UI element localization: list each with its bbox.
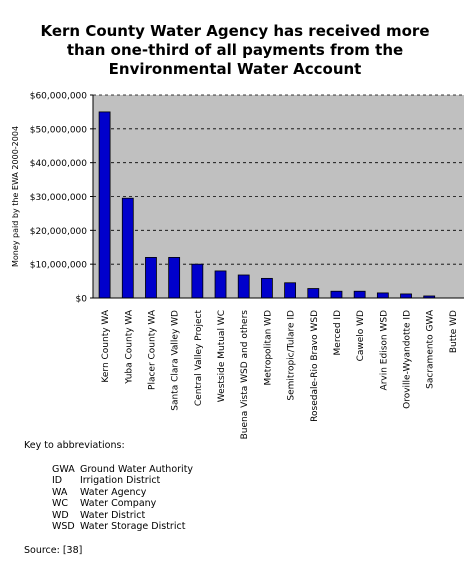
bar [214,270,227,299]
key-abbr: WA [52,486,68,498]
y-tick-labels: $0 $10,000,000 $20,000,000 $30,000,000 $40,0… [30,92,93,305]
x-tick-label: Placer County WA [147,309,157,390]
x-tick-label: Central Valley Project [194,310,204,407]
chart-title-line: Kern County Water Agency has received mo… [40,22,430,40]
x-tick-label: Yuba County WA [124,309,134,385]
key-row: WSD Water Storage District [24,521,185,533]
y-tick-label: $20,000,000 [30,227,88,237]
bar [330,290,343,299]
key-row: ID Irrigation District [24,475,160,487]
y-tick-label: $0 [76,295,88,305]
key-row: WD Water District [24,509,145,522]
key-abbr: WD [52,509,69,521]
key-abbr: WSD [52,521,75,532]
bar [261,277,273,299]
bar [400,293,412,299]
x-tick-label: Kern County WA [101,309,111,382]
x-tick-label: Buena Vista WSD and others [240,310,250,440]
bar [121,197,134,299]
bar [237,274,250,299]
y-axis-label: Money paid by the EWA 2000-2004 [11,126,20,267]
key-meaning: Ground Water Authority [80,463,194,475]
bar [376,292,389,299]
bar [284,282,296,299]
key-meaning: Water Company [80,498,157,509]
x-tick-label: Arvin Edison WSD [379,310,389,391]
y-tick-label: $10,000,000 [30,261,88,271]
bar-chart: $0 $10,000,000 $20,000,000 $30,000,000 $40,0… [11,92,464,439]
abbreviation-key: Key to abbreviations: GWA Ground Water Au… [24,440,193,533]
x-tick-label: Metropolitan WD [263,310,273,386]
bar [307,288,320,299]
y-tick-label: $30,000,000 [30,193,88,203]
key-meaning: Water Storage District [80,521,186,532]
chart-title-line: than one-third of all payments from the [66,41,404,59]
y-tick-label: $60,000,000 [30,92,88,102]
x-tick-label: Westside Mutual WC [217,310,227,402]
x-tick-label: Sacramento GWA [426,309,436,389]
key-abbr: WC [52,498,69,509]
x-tick-labels: Kern County WA Yuba County WA Placer Count… [101,309,459,439]
chart-title: Kern County Water Agency has received mo… [0,22,470,79]
key-heading: Key to abbreviations: [24,440,125,451]
key-abbr: ID [52,475,63,486]
x-tick-label: Oroville-Wyandotte ID [403,310,413,409]
key-meaning: Water District [80,509,146,521]
bar [168,256,181,299]
source-note: Source: [38] [24,545,83,556]
bars [98,111,436,299]
key-meaning: Irrigation District [80,475,161,486]
key-row: WA Water Agency [24,486,146,499]
bar [353,290,366,299]
key-abbr: GWA [52,463,75,475]
x-tick-label: Butte WD [449,310,459,353]
y-tick-label: $40,000,000 [30,159,88,169]
y-tick-label: $50,000,000 [30,125,88,135]
x-tick-label: Merced ID [333,310,343,356]
bar [145,256,157,299]
key-row: WC Water Company [24,498,156,510]
bar [98,111,111,299]
x-tick-label: Cawelo WD [356,310,366,361]
bar [191,263,204,299]
x-tick-label: Rosedale-Rio Bravo WSD [310,310,320,422]
key-row: GWA Ground Water Authority [24,463,193,476]
chart-title-line: Environmental Water Account [108,60,362,78]
x-tick-label: Santa Clara Valley WD [171,310,181,411]
x-tick-label: Semitropic/Tulare ID [287,310,297,401]
key-meaning: Water Agency [80,486,147,498]
